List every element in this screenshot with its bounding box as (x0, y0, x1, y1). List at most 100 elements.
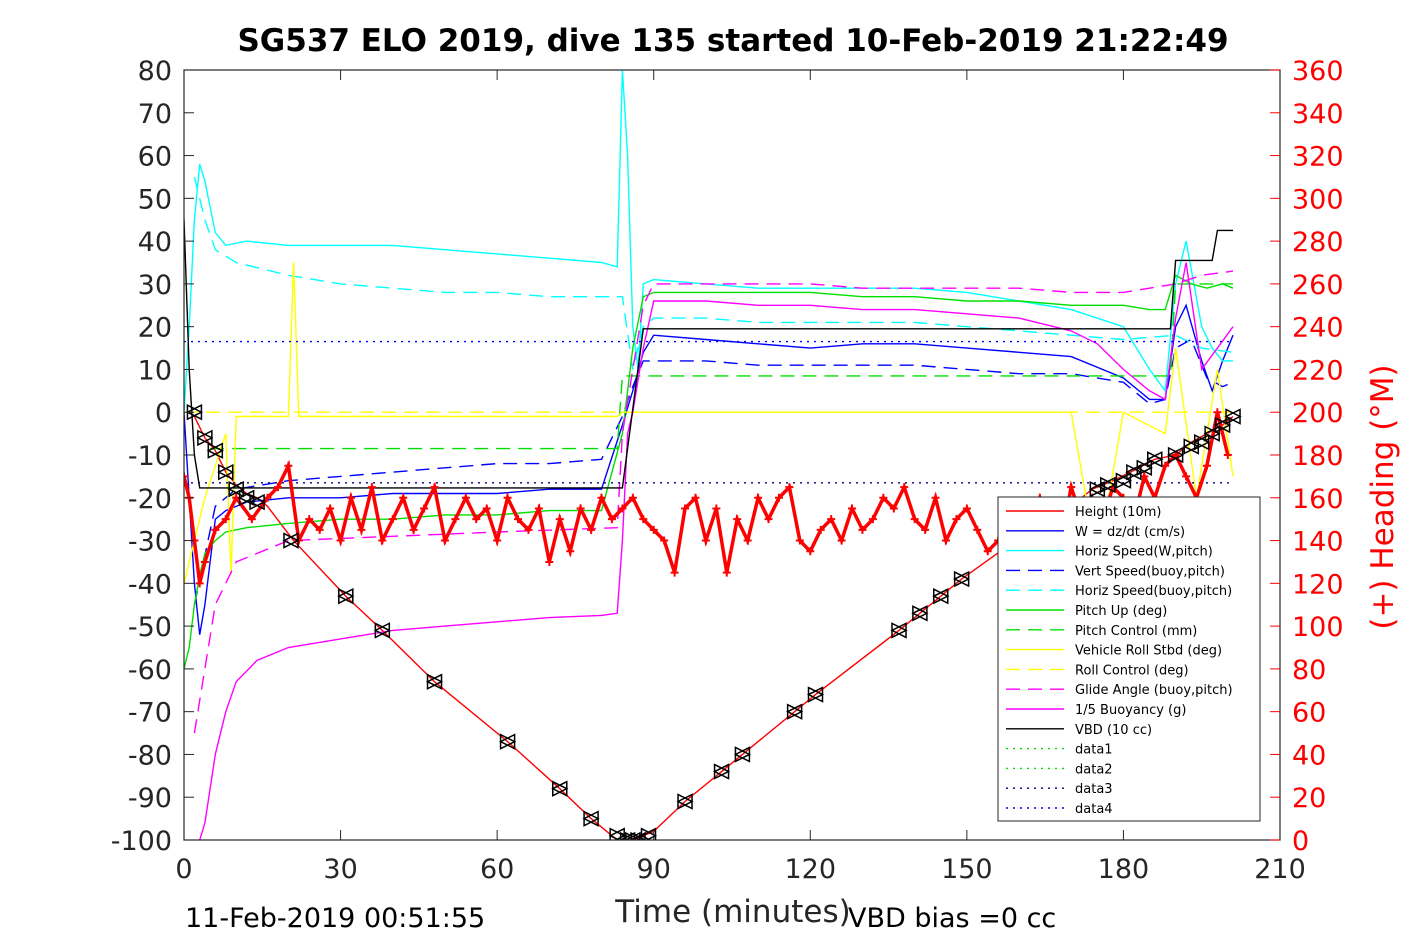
x-tick-label: 60 (480, 854, 514, 885)
y-tick-label: -20 (128, 484, 172, 515)
height-marker (624, 831, 642, 840)
y-tick-label: -70 (128, 698, 172, 729)
y2-tick-label: 140 (1292, 527, 1344, 558)
height-marker (1193, 433, 1211, 451)
heading-point (900, 483, 909, 492)
x-tick-label: 180 (1098, 854, 1150, 885)
heading-point (482, 504, 491, 513)
heading-point (1161, 461, 1170, 470)
height-marker (911, 605, 929, 622)
heading-point (931, 493, 940, 502)
series-line-11 (184, 219, 1233, 489)
y2-tick-label: 60 (1292, 698, 1326, 729)
heading-point (733, 515, 742, 524)
height-marker (1203, 425, 1221, 442)
legend-label: data2 (1075, 762, 1113, 777)
heading-point (430, 483, 439, 492)
heading-point (378, 536, 387, 545)
heading-point (514, 515, 523, 524)
y-tick-label: -10 (128, 441, 172, 472)
height-marker (1146, 451, 1164, 468)
height-marker (1088, 481, 1107, 498)
height-marker (1125, 463, 1143, 481)
y-tick-label: 80 (138, 56, 172, 87)
heading-point (1067, 483, 1076, 492)
heading-point (868, 515, 877, 524)
heading-point (200, 557, 209, 566)
legend-label: VBD (10 cc) (1075, 723, 1152, 738)
height-marker (425, 673, 444, 690)
heading-point (670, 568, 679, 577)
heading-point (983, 547, 992, 556)
heading-point (587, 525, 596, 534)
heading-point (409, 525, 418, 534)
y-tick-label: 30 (138, 270, 172, 301)
heading-point (336, 536, 345, 545)
heading-point (712, 504, 721, 513)
heading-point (1213, 408, 1222, 417)
x-tick-label: 0 (175, 854, 192, 885)
heading-point (451, 515, 460, 524)
y-tick-label: 60 (138, 142, 172, 173)
y2-tick-label: 20 (1292, 783, 1326, 814)
legend-label: Vehicle Roll Stbd (deg) (1075, 644, 1222, 659)
heading-point (566, 547, 575, 556)
heading-point (1223, 451, 1232, 459)
height-marker (582, 810, 600, 827)
series-line-4 (193, 176, 1234, 370)
heading-point (1140, 472, 1149, 481)
heading-point (962, 504, 971, 513)
y2-tick-label: 280 (1292, 227, 1344, 258)
height-marker (1224, 408, 1242, 425)
heading-point (347, 493, 356, 502)
y-tick-label: -80 (128, 740, 172, 771)
legend-label: data1 (1075, 743, 1113, 758)
series-line-6 (210, 283, 1233, 450)
y-tick-label: -50 (128, 612, 172, 643)
x-tick-label: 90 (637, 854, 671, 885)
height-marker (237, 489, 256, 506)
heading-point (973, 525, 982, 534)
heading-point (284, 461, 293, 470)
heading-point (399, 493, 408, 502)
heading-point (660, 536, 669, 545)
x-tick-label: 210 (1254, 854, 1306, 885)
y2-tick-label: 40 (1292, 740, 1326, 771)
legend: Height (10m) W = dz/dt (cm/s) Horiz Speed(… (997, 496, 1261, 822)
footer-vbd-bias: VBD bias =0 cc (848, 903, 1056, 934)
series-line-5 (184, 274, 1234, 670)
tick-layer: 0 30 60 90 120 150 180 21080706050403020100-10-… (111, 56, 1344, 885)
legend-label: data3 (1075, 782, 1113, 797)
heading-point (388, 515, 397, 524)
height-marker (227, 481, 245, 498)
y2-tick-label: 0 (1292, 826, 1309, 857)
height-marker (196, 429, 214, 447)
series-line-7 (184, 262, 1234, 584)
height-marker (785, 703, 804, 720)
y2-tick-label: 100 (1292, 612, 1344, 643)
height-marker (618, 831, 637, 840)
legend-label: 1/5 Buoyancy (g) (1075, 703, 1186, 718)
y-tick-label: -40 (128, 569, 172, 600)
heading-point (785, 483, 794, 492)
legend-label: Roll Control (deg) (1075, 663, 1189, 678)
y-tick-label: 70 (138, 99, 172, 130)
x-tick-label: 120 (785, 854, 837, 885)
heading-point (722, 568, 731, 577)
heading-point (681, 504, 690, 513)
y2-tick-label: 200 (1292, 398, 1344, 429)
y-tick-label: -90 (128, 783, 172, 814)
height-marker (217, 463, 235, 481)
series-line-9 (193, 270, 1234, 734)
heading-point (305, 515, 314, 524)
y-tick-label: -60 (128, 655, 172, 686)
heading-point (889, 504, 898, 513)
chart-title: SG537 ELO 2019, dive 135 started 10-Feb-… (237, 23, 1228, 59)
height-marker (337, 587, 355, 605)
height-marker (1166, 446, 1185, 464)
y2-tick-label: 120 (1292, 569, 1344, 600)
height-marker (373, 622, 392, 639)
heading-point (184, 472, 188, 481)
heading-point (806, 547, 815, 556)
height-marker (1182, 438, 1200, 455)
